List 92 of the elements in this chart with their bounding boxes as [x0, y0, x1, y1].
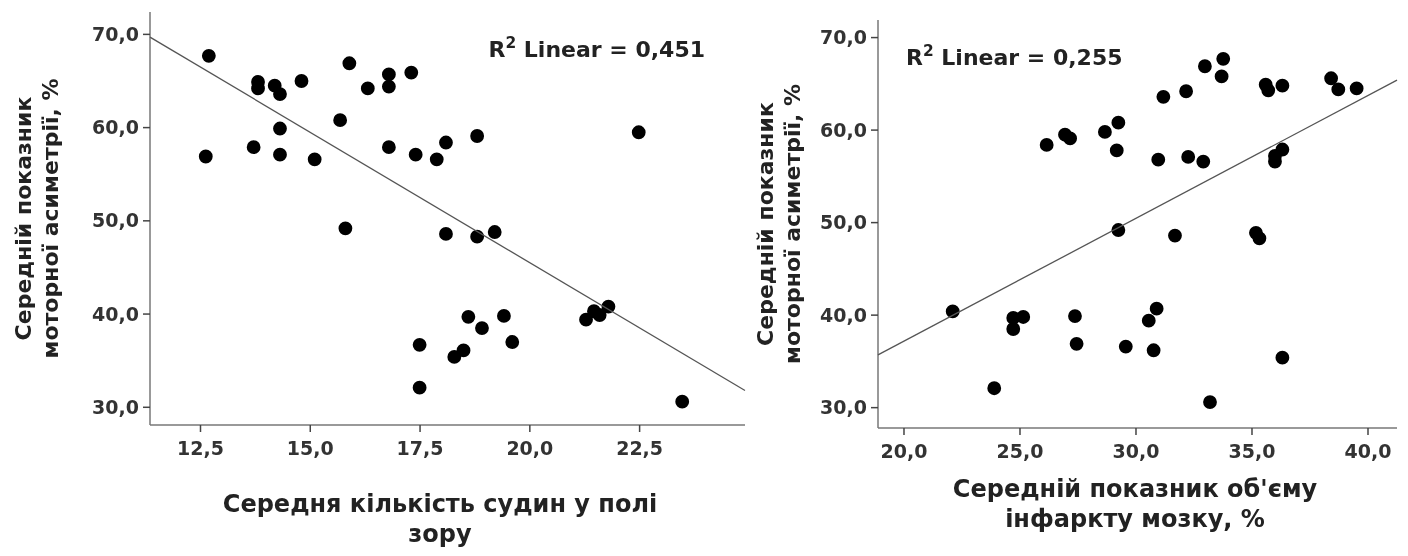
point [412, 337, 427, 352]
annotation: R$^{2}$ Linear = 0,255 [906, 42, 1123, 70]
point [307, 152, 322, 167]
x-tick-label: 22,5 [616, 437, 664, 459]
point [447, 350, 462, 364]
point [1275, 78, 1290, 93]
point [333, 113, 348, 128]
point [1097, 125, 1112, 139]
point [456, 343, 471, 358]
point [1146, 343, 1161, 358]
point [1156, 89, 1171, 104]
point [360, 81, 375, 96]
point [342, 56, 357, 71]
point [1331, 82, 1346, 97]
y-tick-label: 40,0 [92, 302, 139, 325]
point [487, 225, 502, 239]
point [1252, 231, 1267, 246]
point [1151, 152, 1166, 167]
y-tick-label: 60,0 [92, 116, 139, 139]
annotation: R$^{2}$ Linear = 0,451 [488, 34, 705, 62]
y-tick-label: 30,0 [92, 395, 139, 418]
y-tick-label: 70,0 [92, 23, 139, 46]
point [505, 335, 520, 349]
point [1349, 81, 1364, 96]
point [1216, 51, 1231, 66]
point [1324, 71, 1339, 86]
y-tick-label: 60,0 [820, 118, 867, 141]
point [1181, 150, 1196, 164]
y-tick-label: 30,0 [820, 396, 867, 419]
point [1179, 84, 1194, 99]
point [631, 125, 646, 140]
x-tick-label: 30,0 [1112, 440, 1160, 462]
x-tick-label: 12,5 [177, 437, 224, 459]
y-tick-label: 40,0 [820, 303, 867, 326]
x-tick-label: 17,5 [396, 437, 444, 459]
point [439, 135, 453, 150]
y-tick-label: 50,0 [820, 211, 867, 234]
point [404, 65, 419, 80]
point [1063, 131, 1078, 146]
point [579, 312, 593, 327]
point [1197, 59, 1212, 74]
x-tick-label: 20,0 [880, 440, 928, 462]
point [439, 226, 453, 241]
point [675, 394, 690, 409]
x-tick-label: 15,0 [286, 437, 334, 459]
point [1141, 313, 1156, 328]
point [1109, 143, 1124, 158]
point [273, 147, 287, 162]
point [381, 67, 396, 82]
point [497, 309, 511, 323]
point [461, 309, 476, 324]
x-tick-label: 35,0 [1228, 440, 1276, 462]
x-tick-label: 25,0 [996, 440, 1044, 462]
y-axis-title: Середній показник моторної асиметрії, % [753, 83, 805, 365]
point [1275, 350, 1290, 365]
point [1118, 339, 1133, 354]
point [1168, 228, 1182, 243]
point [412, 380, 427, 395]
point [273, 87, 287, 101]
x-axis-title: Середній показник об'єму інфаркту мозку, % [952, 475, 1318, 533]
x-axis-title: Середня кількість судин у полі зору [222, 490, 658, 548]
point [470, 129, 485, 143]
point [1275, 142, 1290, 157]
point [381, 79, 396, 94]
x-tick-label: 40,0 [1344, 440, 1392, 462]
point [429, 152, 444, 167]
point [987, 381, 1002, 396]
point [1203, 395, 1217, 409]
point [1111, 115, 1126, 130]
point [1069, 336, 1084, 351]
point [338, 221, 353, 236]
point [408, 147, 423, 162]
point [1149, 301, 1164, 316]
point [1006, 322, 1021, 336]
point [1214, 69, 1229, 84]
point [592, 308, 607, 322]
point [246, 140, 261, 155]
point [1039, 138, 1054, 152]
y-tick-label: 50,0 [92, 209, 139, 232]
point [1016, 310, 1031, 324]
point [1196, 154, 1211, 169]
point [1261, 83, 1276, 98]
point [273, 121, 287, 136]
point [381, 140, 396, 155]
point [198, 149, 213, 164]
point [475, 321, 489, 335]
y-tick-label: 70,0 [820, 26, 867, 49]
y-axis-title: Середній показник моторної асиметрії, % [11, 78, 63, 359]
point [201, 48, 216, 63]
x-tick-label: 20,0 [506, 437, 554, 459]
point [294, 74, 309, 88]
point [1068, 309, 1082, 323]
